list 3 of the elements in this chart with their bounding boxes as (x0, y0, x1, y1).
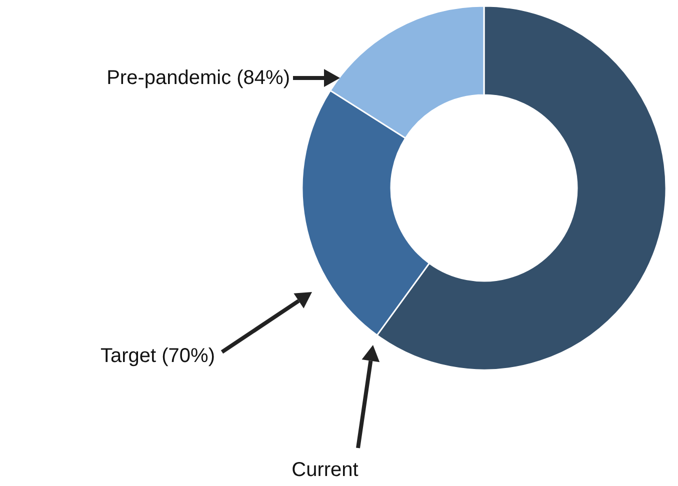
slice-label: Pre-pandemic (84%) (106, 67, 290, 89)
slice-label: Target (70%) (100, 345, 215, 367)
slice-label: Current (292, 459, 359, 481)
